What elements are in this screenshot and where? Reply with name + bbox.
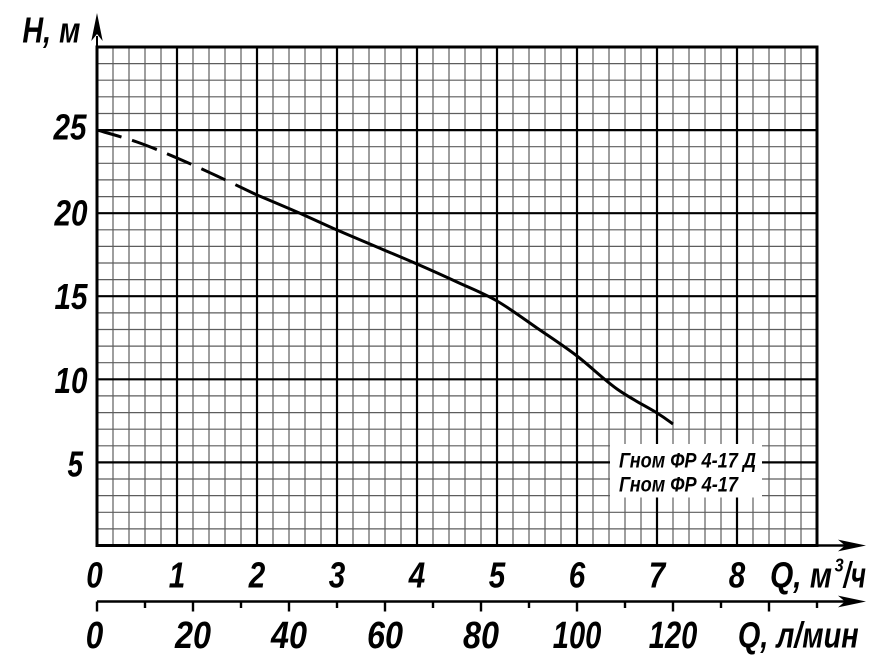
svg-text:4: 4 [408,554,425,595]
svg-text:2: 2 [248,554,265,595]
svg-text:20: 20 [174,615,211,657]
svg-text:80: 80 [463,615,499,657]
svg-text:5: 5 [68,444,84,485]
svg-text:1: 1 [169,554,186,595]
svg-text:H, м: H, м [22,9,80,50]
svg-text:15: 15 [55,276,89,317]
svg-text:5: 5 [489,554,506,595]
svg-text:20: 20 [54,193,88,234]
svg-text:7: 7 [649,554,667,595]
svg-text:0: 0 [86,554,103,595]
svg-text:3: 3 [835,556,844,576]
svg-text:40: 40 [270,615,307,657]
svg-text:3: 3 [329,554,346,595]
svg-text:Гном ФР 4-17: Гном ФР 4-17 [619,474,739,497]
svg-text:Q, м: Q, м [770,555,832,596]
svg-text:60: 60 [367,615,403,657]
svg-text:8: 8 [729,554,746,595]
svg-text:Q, л/мин: Q, л/мин [738,615,859,656]
svg-text:/ч: /ч [842,555,866,596]
svg-text:120: 120 [649,615,698,657]
svg-text:Гном ФР 4-17 Д: Гном ФР 4-17 Д [619,449,756,472]
svg-text:100: 100 [553,615,602,657]
svg-text:0: 0 [86,615,104,657]
svg-text:6: 6 [569,554,586,595]
svg-text:25: 25 [53,107,88,148]
svg-text:10: 10 [55,360,88,401]
